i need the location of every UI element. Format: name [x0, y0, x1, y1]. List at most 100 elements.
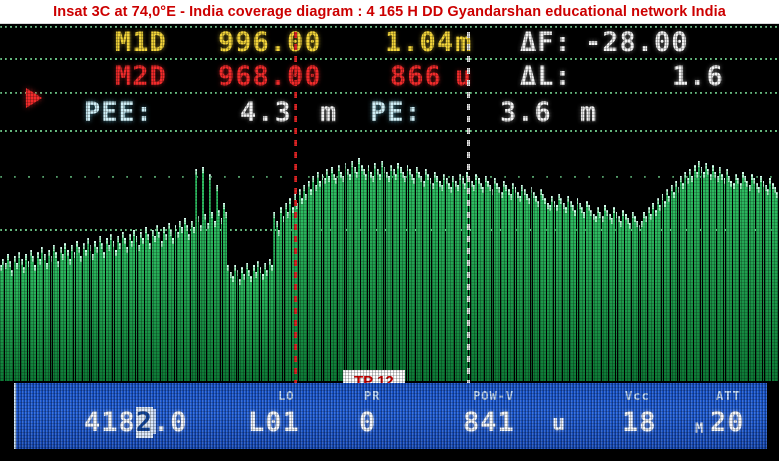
spectrum-bar [755, 182, 758, 381]
spectrum-bar [202, 167, 205, 381]
spectrum-bar [96, 247, 99, 381]
spectrum-bar [169, 229, 172, 381]
spectrum-bar [314, 185, 317, 381]
spectrum-bar [604, 205, 606, 381]
pr-value[interactable]: 0 [359, 407, 377, 438]
spectrum-bar [601, 216, 604, 381]
spectrum-bar [705, 162, 708, 381]
spectrum-bar [215, 185, 218, 381]
spectrum-bar [431, 182, 434, 381]
spectrum-bar [130, 240, 133, 381]
spectrum-bar [735, 173, 737, 381]
spectrum-bar [257, 260, 260, 381]
spectrum-bar [542, 193, 544, 381]
spectrum-bar [397, 162, 400, 381]
spectrum-bar [774, 187, 776, 381]
spectrum-bar [443, 173, 446, 381]
spectrum-bar [172, 238, 175, 381]
spectrum-bar [128, 234, 131, 381]
spectrum-bar [25, 254, 28, 381]
spectrum-bar [16, 262, 18, 381]
spectrum-bar [725, 169, 728, 381]
spectrum-bar [176, 231, 179, 381]
spectrum-bar [558, 193, 561, 381]
spectrum-bar [376, 169, 379, 381]
spectrum-bar [748, 185, 751, 381]
spectrum-bar [149, 242, 152, 381]
spectrum-bar [631, 211, 634, 381]
spectrum-bar [330, 167, 333, 381]
grid-line-4 [0, 130, 779, 132]
att-value[interactable]: 20 [710, 407, 745, 438]
spectrum-bar [427, 173, 430, 381]
spectrum-bar [337, 164, 340, 381]
vcc-value[interactable]: 18 [622, 407, 657, 438]
spectrum-bar [319, 180, 322, 381]
spectrum-bar [654, 209, 657, 381]
spectrum-bar [610, 218, 613, 381]
spectrum-bar [55, 251, 58, 381]
spectrum-bar [101, 242, 103, 381]
marker-triangle-icon[interactable] [26, 88, 42, 108]
spectrum-bar [546, 202, 549, 381]
spectrum-bar [374, 162, 377, 381]
spectrum-bar [686, 178, 689, 381]
spectrum-bar [206, 222, 209, 381]
vcc-label: Vcc [625, 389, 650, 403]
spectrum-bar [744, 176, 747, 381]
spectrum-bar [751, 173, 753, 381]
marker-2-line[interactable] [467, 32, 470, 384]
spectrum-bar [613, 207, 616, 381]
spectrum-bar [537, 200, 540, 381]
spectrum-bar [229, 271, 232, 381]
spectrum-bar [447, 182, 450, 381]
spectrum-bar [399, 167, 402, 381]
marker-1-line[interactable] [294, 32, 297, 384]
pow-label: POW-V [473, 389, 515, 403]
spectrum-bar [277, 229, 280, 381]
spectrum-bar [498, 187, 501, 381]
spectrum-bar [670, 185, 673, 381]
spectrum-bar [691, 176, 694, 381]
spectrum-bar [91, 254, 94, 381]
spectrum-bar [489, 185, 492, 381]
spectrum-bar [167, 222, 170, 381]
spectrum-bar [266, 269, 269, 381]
spectrum-bar [486, 180, 489, 381]
status-panel: 4182.0 LO L01 PR 0 POW-V 841 u Vcc 18 AT… [14, 383, 767, 449]
spectrum-bar [73, 251, 76, 381]
spectrum-bar [482, 187, 485, 381]
spectrum-bar [82, 242, 85, 381]
spectrum-bar [20, 258, 23, 381]
spectrum-bar [652, 202, 655, 381]
spectrum-bar [22, 267, 25, 381]
spectrum-bar [107, 245, 110, 381]
frequency-value[interactable]: 4182.0 [84, 407, 188, 438]
spectrum-bar [119, 242, 122, 381]
spectrum-bar [507, 189, 510, 381]
spectrum-bar [321, 173, 324, 381]
spectrum-bar [64, 242, 67, 381]
spectrum-bar [643, 211, 646, 381]
frequency-value-suffix: .0 [153, 407, 188, 438]
spectrum-bar [192, 227, 195, 381]
spectrum-bar [252, 265, 255, 381]
lo-value[interactable]: L01 [248, 407, 300, 438]
spectrum-bar [197, 216, 200, 381]
delta-l-label: ΔL: [520, 61, 572, 92]
spectrum-bar [650, 213, 652, 381]
spectrum-bar [539, 189, 542, 381]
spectrum-bar [275, 220, 278, 381]
spectrum-bar [307, 180, 310, 381]
spectrum-bar [4, 262, 7, 381]
spectrum-bar [493, 178, 496, 381]
spectrum-bar [408, 169, 411, 381]
spectrum-bar [29, 249, 32, 381]
spectrum-bar [672, 191, 675, 381]
spectrum-bar [530, 187, 533, 381]
spectrum-bar [94, 240, 97, 381]
spectrum-bar [491, 189, 494, 381]
spectrum-bar [661, 193, 664, 381]
spectrum-bar [565, 207, 567, 381]
pow-value[interactable]: 841 [463, 407, 515, 438]
